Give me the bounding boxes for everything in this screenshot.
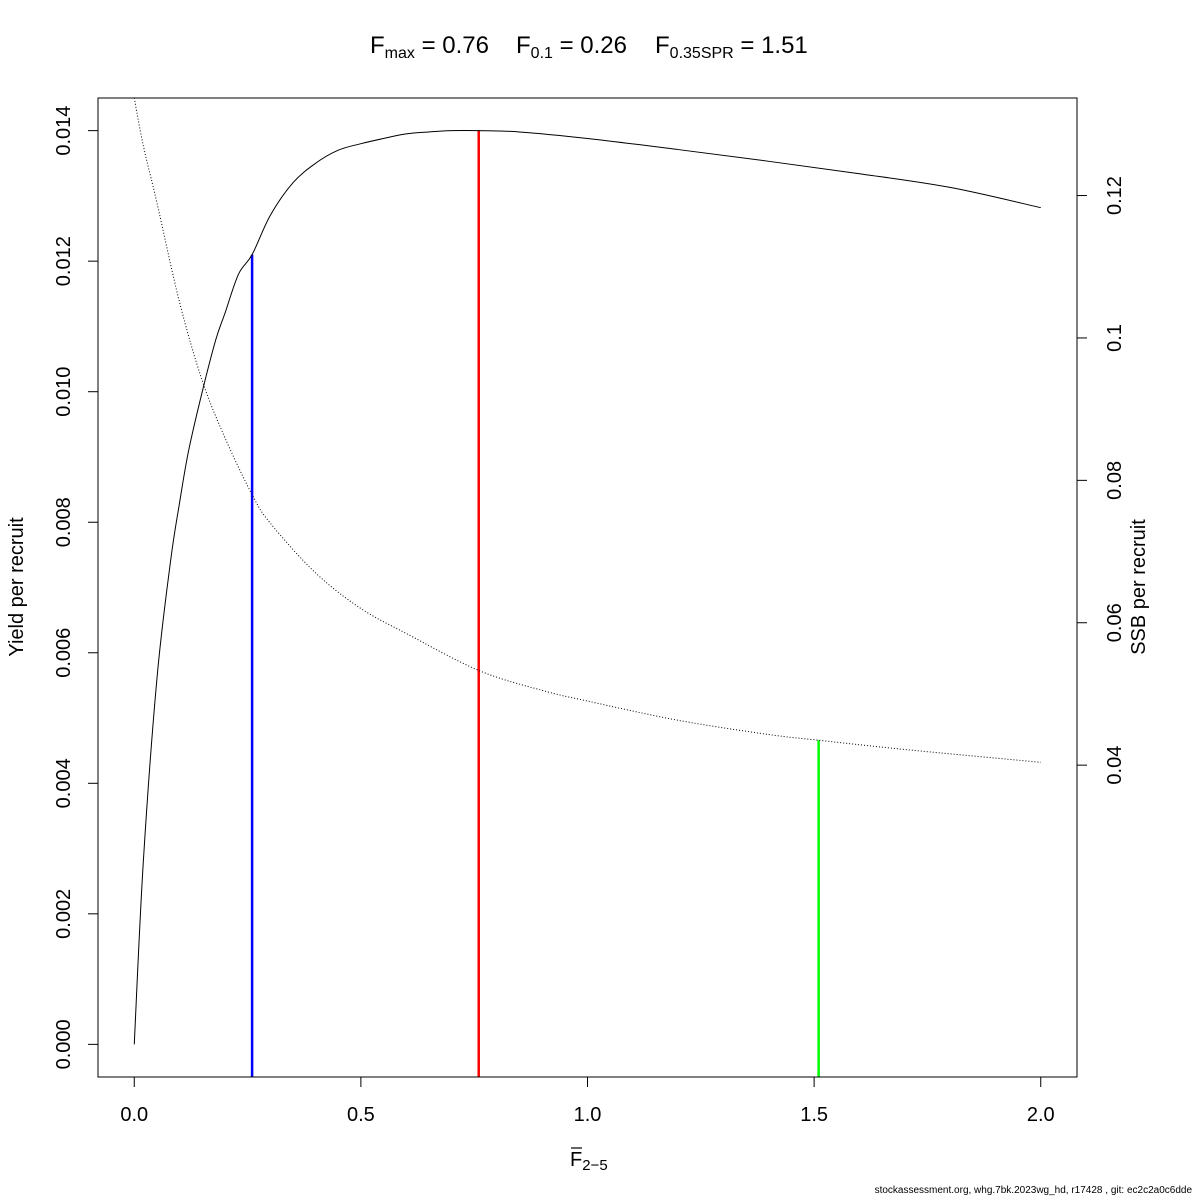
y-right-tick-label: 0.12 [1104,176,1126,215]
y-axis-left: 0.000 0.002 0.004 0.006 0.008 0.010 0.012 0.014 [53,106,99,1069]
y-right-tick-label: 0.1 [1104,324,1126,352]
title-fspr-value: = 1.51 [733,32,808,59]
title-fspr: F0.35SPR = 1.51 [655,32,808,63]
footer-source: stockassessment.org, whg.7bk.2023wg_hd, … [874,1185,1192,1196]
title-fspr-main: F [655,32,670,59]
x-tick-label: 1.5 [800,1104,828,1126]
x-tick-label: 2.0 [1027,1104,1055,1126]
y-left-tick-label: 0.006 [53,628,75,678]
y-axis-left-label: Yield per recruit [6,517,28,657]
title-f01: F0.1 = 0.26 [516,32,627,63]
y-axis-right-label: SSB per recruit [1128,519,1150,655]
reference-lines [250,130,820,1077]
y-left-tick-label: 0.010 [53,367,75,417]
plot-frame [97,97,1078,1078]
title-f01-main: F [516,32,531,59]
yield-per-recruit-line [133,129,1041,1045]
title-fmax: Fmax = 0.76 [370,32,489,63]
y-axis-right: 0.04 0.06 0.08 0.1 0.12 [1076,176,1126,785]
y-right-tick-label: 0.06 [1104,603,1126,642]
y-left-tick-label: 0.000 [53,1019,75,1069]
y-left-tick-label: 0.004 [53,758,75,808]
y-left-tick-label: 0.012 [53,236,75,286]
y-left-tick-label: 0.002 [53,889,75,939]
x-axis-label-sub: 2−5 [582,1157,607,1174]
x-axis: 0.0 0.5 1.0 1.5 2.0 [120,1076,1055,1126]
y-left-tick-label: 0.008 [53,497,75,547]
title-fmax-value: = 0.76 [414,32,489,59]
title-fspr-sub: 0.35SPR [669,45,734,62]
series-lines [133,97,1041,1045]
x-axis-label: F2−5 [570,1147,608,1174]
title-fmax-sub: max [384,45,415,62]
ssb-per-recruit-line [133,97,1041,763]
x-axis-label-main: F [570,1149,582,1171]
title-f01-value: = 0.26 [552,32,627,59]
y-right-tick-label: 0.04 [1104,746,1126,785]
y-left-tick-label: 0.014 [53,106,75,156]
x-tick-label: 0.5 [347,1104,375,1126]
title-f01-sub: 0.1 [530,45,553,62]
x-tick-label: 0.0 [120,1104,148,1126]
x-tick-label: 1.0 [574,1104,602,1126]
svg-text:F2−5: F2−5 [570,1149,608,1174]
title-fmax-main: F [370,32,385,59]
y-right-tick-label: 0.08 [1104,461,1126,500]
